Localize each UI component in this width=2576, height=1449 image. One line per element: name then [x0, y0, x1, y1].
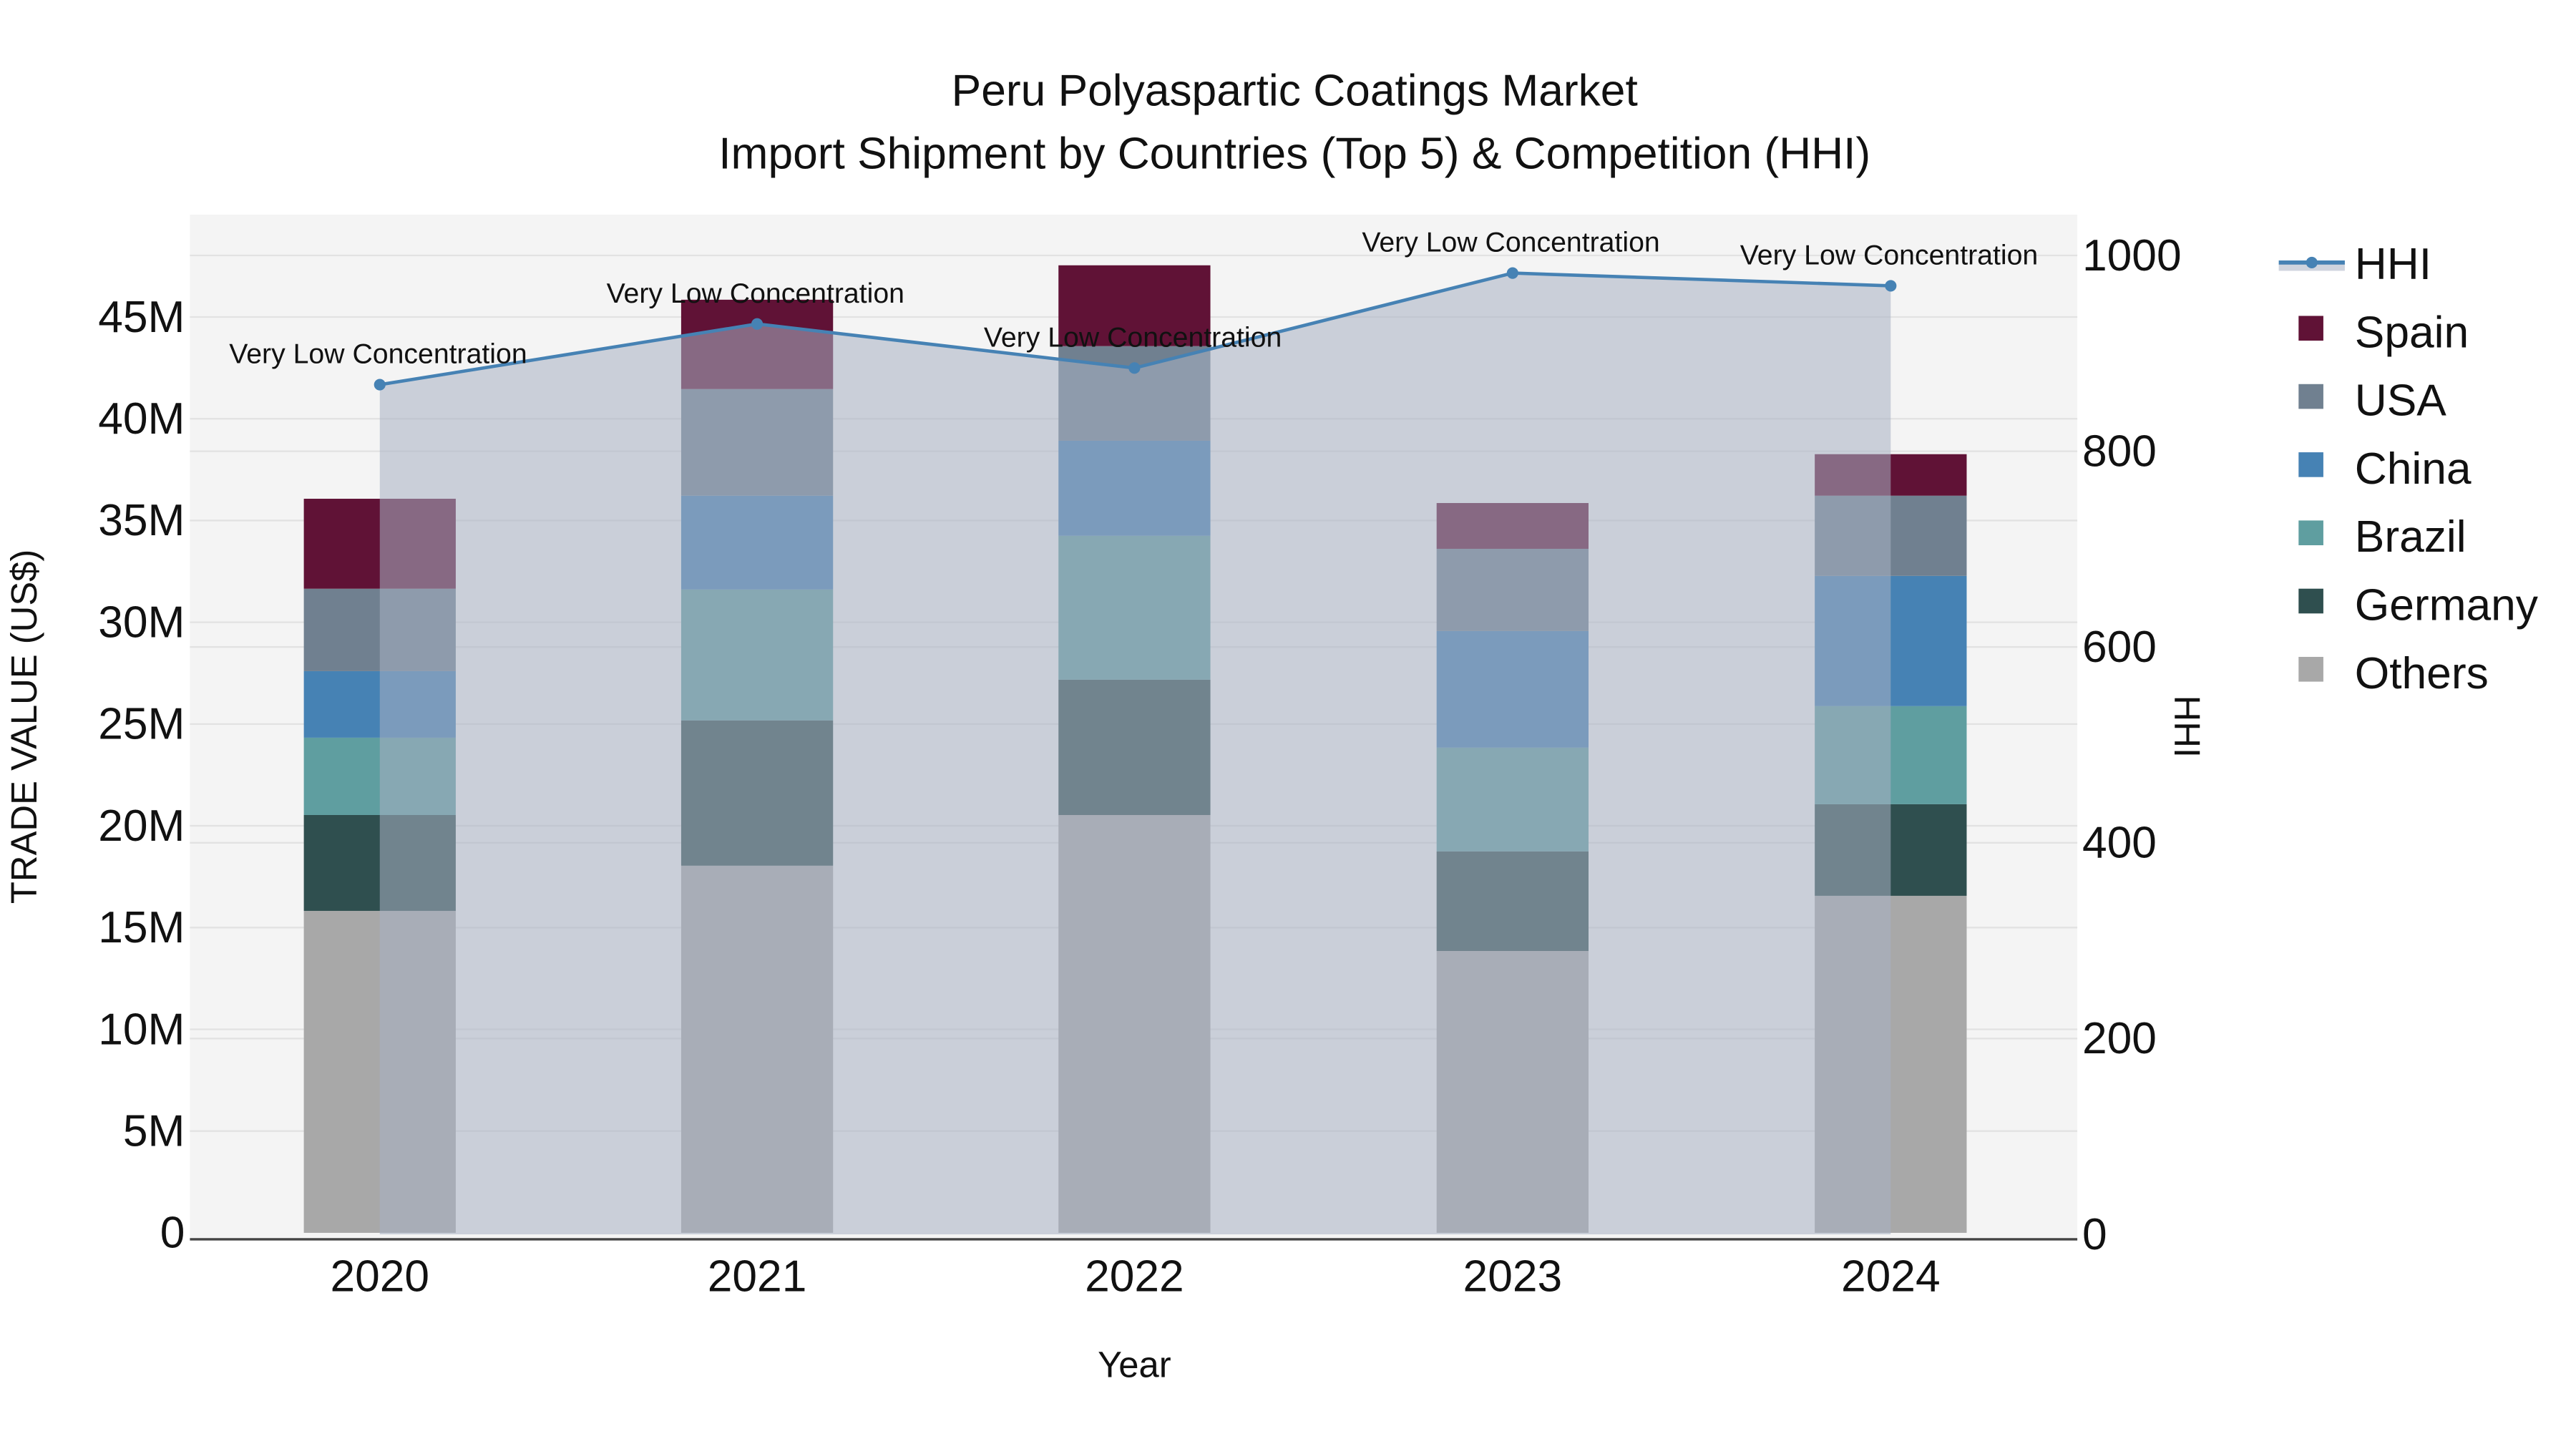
legend-item-hhi[interactable]: HHI — [2278, 240, 2431, 289]
y2-axis-ticks: 0 200 400 600 800 1000 — [2082, 231, 2182, 1259]
y2-tick-label: 1000 — [2082, 231, 2182, 280]
chart-subtitle: Import Shipment by Countries (Top 5) & C… — [718, 129, 1870, 178]
x-tick-label: 2023 — [1463, 1252, 1563, 1302]
legend-label: Germany — [2355, 581, 2539, 630]
hhi-annotation: Very Low Concentration — [1362, 227, 1659, 258]
x-tick-label: 2024 — [1841, 1252, 1941, 1302]
legend-item-others[interactable]: Others — [2298, 649, 2489, 698]
legend-label: Others — [2355, 649, 2489, 698]
x-tick-label: 2020 — [330, 1252, 429, 1302]
y-tick-label: 45M — [98, 293, 185, 342]
y2-tick-label: 800 — [2082, 426, 2157, 476]
y-tick-label: 20M — [98, 801, 185, 851]
hhi-series: Very Low Concentration Very Low Concentra… — [229, 227, 2038, 1234]
legend-label: China — [2355, 444, 2472, 494]
x-axis-ticks: 2020 2021 2022 2023 2024 — [330, 1252, 1940, 1302]
legend-label: HHI — [2355, 240, 2431, 289]
hhi-annotation: Very Low Concentration — [607, 278, 904, 309]
y2-tick-label: 200 — [2082, 1014, 2157, 1063]
y-tick-label: 15M — [98, 903, 185, 952]
legend-label: USA — [2355, 376, 2447, 426]
y-tick-label: 0 — [160, 1209, 185, 1258]
legend-label: Spain — [2355, 308, 2469, 357]
hhi-annotation: Very Low Concentration — [984, 321, 1282, 353]
legend: HHI Spain USA China Brazil Germany Others — [2278, 240, 2539, 698]
hhi-annotation: Very Low Concentration — [1740, 239, 2038, 270]
hhi-marker-2021[interactable] — [751, 318, 763, 330]
y-tick-label: 10M — [98, 1005, 185, 1054]
legend-swatch-icon — [2298, 520, 2323, 545]
y-tick-label: 35M — [98, 496, 185, 545]
legend-item-germany[interactable]: Germany — [2298, 581, 2539, 630]
y-tick-label: 25M — [98, 700, 185, 749]
y2-tick-label: 600 — [2082, 623, 2157, 672]
y-tick-label: 5M — [123, 1106, 185, 1156]
bar-segment-spain-2022[interactable] — [1058, 265, 1211, 346]
legend-item-usa[interactable]: USA — [2298, 376, 2446, 426]
y2-axis-title: HHI — [2167, 696, 2207, 758]
hhi-marker-2022[interactable] — [1128, 362, 1141, 374]
legend-swatch-icon — [2298, 657, 2323, 682]
y2-tick-label: 0 — [2082, 1210, 2107, 1259]
x-axis-title: Year — [1098, 1345, 1171, 1385]
legend-swatch-icon — [2298, 316, 2323, 341]
legend-label: Brazil — [2355, 512, 2467, 562]
hhi-area — [379, 273, 1891, 1234]
legend-item-china[interactable]: China — [2298, 444, 2472, 494]
hhi-marker-2023[interactable] — [1506, 267, 1518, 279]
hhi-marker-2020[interactable] — [374, 379, 386, 391]
hhi-annotation: Very Low Concentration — [229, 338, 527, 370]
legend-swatch-icon — [2298, 384, 2323, 409]
y-axis-ticks: 0 5M 10M 15M 20M 25M 30M 35M 40M 45M — [98, 293, 185, 1258]
y-axis-title: TRADE VALUE (US$) — [4, 550, 44, 904]
hhi-marker-2024[interactable] — [1885, 280, 1897, 292]
y-tick-label: 30M — [98, 597, 185, 647]
x-tick-label: 2022 — [1085, 1252, 1184, 1302]
hhi-legend-marker-icon — [2306, 256, 2318, 268]
legend-item-brazil[interactable]: Brazil — [2298, 512, 2467, 562]
y-tick-label: 40M — [98, 394, 185, 444]
legend-item-spain[interactable]: Spain — [2298, 308, 2469, 357]
y2-tick-label: 400 — [2082, 819, 2157, 868]
chart-title: Peru Polyaspartic Coatings Market — [952, 67, 1638, 116]
x-tick-label: 2021 — [708, 1252, 807, 1302]
legend-swatch-icon — [2298, 588, 2323, 614]
legend-swatch-icon — [2298, 452, 2323, 477]
